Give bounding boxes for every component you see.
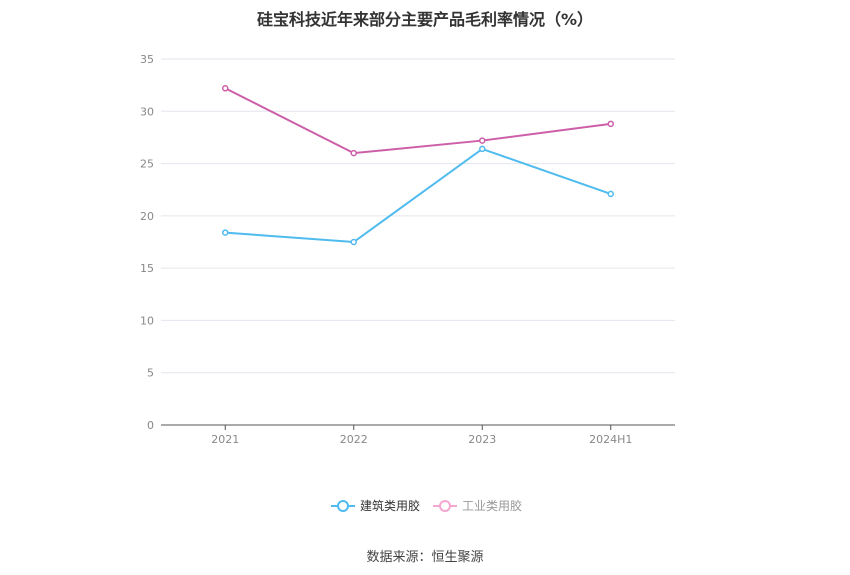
legend-marker	[439, 500, 451, 512]
y-tick-label: 30	[140, 105, 154, 118]
series-line-2	[224, 87, 611, 155]
data-point	[350, 238, 357, 246]
data-point	[607, 190, 614, 198]
y-tick-label: 10	[140, 314, 154, 327]
y-tick-label: 25	[140, 158, 154, 171]
data-source: 数据来源：恒生聚源	[366, 550, 484, 565]
series-line-1	[225, 147, 612, 244]
y-tick-label: 5	[147, 367, 154, 380]
data-point	[222, 85, 229, 92]
legend-marker	[337, 500, 349, 512]
chart-title: 硅宝科技近年来部分主要产品毛利率情况（%）	[256, 10, 594, 29]
y-tick-label: 20	[140, 210, 154, 223]
legend-label: 工业类用胶	[462, 498, 522, 513]
legend-label: 建筑类用胶	[360, 498, 420, 513]
x-tick-label: 2023	[468, 433, 496, 446]
x-tick-label: 2022	[340, 433, 368, 446]
y-tick-label: 15	[140, 262, 154, 275]
x-tick-label: 2024H1	[589, 433, 632, 446]
y-tick-label: 0	[147, 419, 154, 432]
data-point	[222, 229, 229, 236]
data-point	[479, 137, 486, 144]
y-tick-label: 35	[140, 53, 154, 66]
data-point	[479, 145, 486, 153]
data-point	[350, 149, 357, 157]
data-point	[607, 120, 614, 128]
x-tick-label: 2021	[211, 433, 239, 446]
